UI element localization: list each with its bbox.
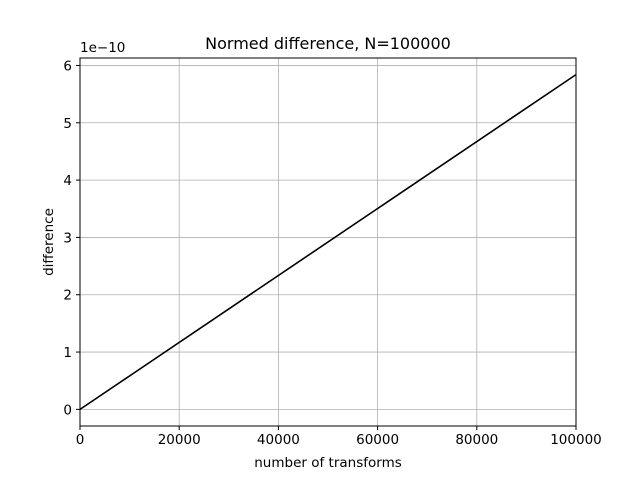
x-tick-label: 60000: [356, 432, 399, 448]
x-tick-label: 40000: [257, 432, 300, 448]
series-line: [79, 73, 577, 411]
data-series: [79, 73, 577, 411]
y-offset-label: 1e−10: [80, 40, 125, 56]
x-tick-label: 100000: [550, 432, 602, 448]
y-axis-ticks: 0 1 2 3 4 5 6: [63, 58, 80, 418]
y-axis-label: difference: [41, 208, 57, 276]
y-tick-label: 3: [63, 230, 72, 246]
x-axis-ticks: 0 20000 40000 60000 80000 100000: [76, 426, 602, 448]
x-tick-label: 0: [76, 432, 85, 448]
y-tick-label: 6: [63, 58, 72, 74]
chart-title: Normed difference, N=100000: [205, 34, 451, 53]
y-tick-label: 5: [63, 116, 72, 132]
x-axis-label: number of transforms: [254, 455, 402, 471]
y-tick-label: 0: [63, 402, 72, 418]
x-tick-label: 20000: [158, 432, 201, 448]
x-tick-label: 80000: [455, 432, 498, 448]
y-tick-label: 1: [63, 345, 72, 361]
y-tick-label: 2: [63, 288, 72, 304]
plot-area-frame: [79, 57, 577, 427]
y-tick-label: 4: [63, 173, 72, 189]
